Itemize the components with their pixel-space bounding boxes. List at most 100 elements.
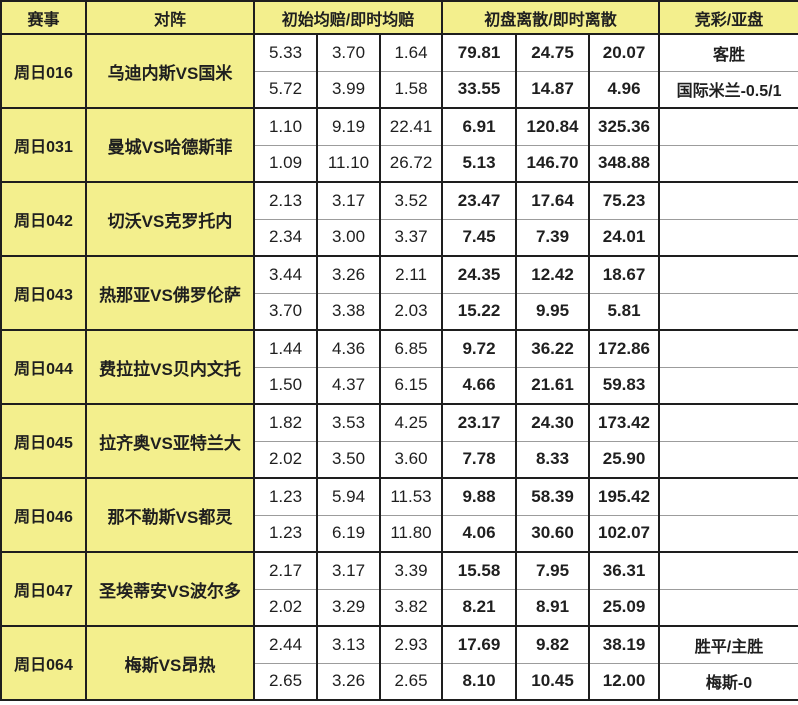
- dispersion-cell: 7.78: [441, 440, 518, 479]
- table-row: 周日046 那不勒斯VS都灵 1.23 5.94 11.53 9.88 58.3…: [0, 477, 798, 553]
- dispersion-cell: 325.36: [588, 107, 661, 146]
- header-dispersion-group: 初盘离散/即时离散: [441, 0, 661, 35]
- jingcai-cell: [658, 477, 798, 516]
- table-row: 2.02 3.50 3.60 7.78 8.33 25.90: [1, 440, 798, 479]
- odds-cell: 3.39: [378, 551, 444, 590]
- odds-cell: 26.72: [378, 144, 444, 183]
- table-row: 5.72 3.99 1.58 33.55 14.87 4.96 国际米兰-0.5…: [1, 70, 798, 109]
- odds-cell: 11.10: [316, 144, 381, 183]
- dispersion-cell: 36.22: [515, 329, 591, 368]
- table-row: 1.50 4.37 6.15 4.66 21.61 59.83: [1, 366, 798, 405]
- odds-cell: 1.64: [378, 33, 444, 72]
- dispersion-cell: 20.07: [588, 33, 661, 72]
- jingcai-cell: 国际米兰-0.5/1: [658, 70, 798, 109]
- odds-cell: 3.29: [316, 588, 381, 627]
- dispersion-cell: 24.01: [588, 218, 661, 257]
- odds-cell: 3.17: [316, 181, 381, 220]
- match-pairing: 梅斯VS昂热: [85, 625, 255, 701]
- odds-cell: 1.10: [253, 107, 318, 146]
- dispersion-cell: 58.39: [515, 477, 591, 516]
- match-pairing: 乌迪内斯VS国米: [85, 33, 255, 109]
- odds-cell: 5.33: [253, 33, 318, 72]
- dispersion-cell: 12.00: [588, 662, 661, 701]
- dispersion-cell: 17.69: [441, 625, 518, 664]
- dispersion-cell: 4.66: [441, 366, 518, 405]
- odds-cell: 3.70: [316, 33, 381, 72]
- dispersion-cell: 14.87: [515, 70, 591, 109]
- odds-cell: 2.65: [378, 662, 444, 701]
- odds-cell: 3.17: [316, 551, 381, 590]
- match-id: 周日045: [0, 403, 87, 479]
- jingcai-cell: [658, 292, 798, 331]
- odds-cell: 2.34: [253, 218, 318, 257]
- dispersion-cell: 5.13: [441, 144, 518, 183]
- odds-cell: 3.37: [378, 218, 444, 257]
- table-row: 周日043 热那亚VS佛罗伦萨 3.44 3.26 2.11 24.35 12.…: [0, 255, 798, 331]
- odds-cell: 1.09: [253, 144, 318, 183]
- dispersion-cell: 9.72: [441, 329, 518, 368]
- odds-cell: 3.26: [316, 255, 381, 294]
- jingcai-cell: [658, 255, 798, 294]
- match-id: 周日042: [0, 181, 87, 257]
- dispersion-cell: 4.06: [441, 514, 518, 553]
- dispersion-cell: 173.42: [588, 403, 661, 442]
- dispersion-cell: 59.83: [588, 366, 661, 405]
- header-match: 赛事: [0, 0, 87, 35]
- dispersion-cell: 17.64: [515, 181, 591, 220]
- match-id: 周日046: [0, 477, 87, 553]
- dispersion-cell: 24.35: [441, 255, 518, 294]
- odds-cell: 3.50: [316, 440, 381, 479]
- match-pairing: 那不勒斯VS都灵: [85, 477, 255, 553]
- odds-cell: 5.94: [316, 477, 381, 516]
- odds-cell: 4.36: [316, 329, 381, 368]
- table-row: 3.70 3.38 2.03 15.22 9.95 5.81: [1, 292, 798, 331]
- odds-cell: 2.93: [378, 625, 444, 664]
- dispersion-cell: 18.67: [588, 255, 661, 294]
- odds-cell: 3.26: [316, 662, 381, 701]
- table-row: 周日031 曼城VS哈德斯菲 1.10 9.19 22.41 6.91 120.…: [0, 107, 798, 183]
- odds-cell: 6.19: [316, 514, 381, 553]
- match-id: 周日031: [0, 107, 87, 183]
- header-odds-group: 初始均赔/即时均赔: [252, 0, 444, 35]
- odds-cell: 9.19: [316, 107, 381, 146]
- odds-cell: 4.25: [378, 403, 444, 442]
- dispersion-cell: 15.22: [441, 292, 518, 331]
- match-id: 周日047: [0, 551, 87, 627]
- dispersion-cell: 8.10: [441, 662, 518, 701]
- odds-cell: 2.17: [253, 551, 318, 590]
- table-row: 周日042 切沃VS克罗托内 2.13 3.17 3.52 23.47 17.6…: [0, 181, 798, 257]
- odds-cell: 1.44: [253, 329, 318, 368]
- odds-cell: 2.11: [378, 255, 444, 294]
- header-row: 赛事 对阵 初始均赔/即时均赔 初盘离散/即时离散 竞彩/亚盘: [0, 0, 798, 35]
- match-pairing: 热那亚VS佛罗伦萨: [85, 255, 255, 331]
- match-id: 周日044: [0, 329, 87, 405]
- odds-cell: 1.23: [253, 477, 318, 516]
- table-row: 2.02 3.29 3.82 8.21 8.91 25.09: [1, 588, 798, 627]
- dispersion-cell: 38.19: [588, 625, 661, 664]
- table-row: 周日047 圣埃蒂安VS波尔多 2.17 3.17 3.39 15.58 7.9…: [0, 551, 798, 627]
- match-pairing: 拉齐奥VS亚特兰大: [85, 403, 255, 479]
- odds-cell: 6.85: [378, 329, 444, 368]
- table-row: 1.23 6.19 11.80 4.06 30.60 102.07: [1, 514, 798, 553]
- table-row: 2.34 3.00 3.37 7.45 7.39 24.01: [1, 218, 798, 257]
- jingcai-cell: [658, 329, 798, 368]
- match-pairing: 费拉拉VS贝内文托: [85, 329, 255, 405]
- jingcai-cell: [658, 218, 798, 257]
- dispersion-cell: 8.33: [515, 440, 591, 479]
- odds-cell: 2.02: [253, 440, 318, 479]
- odds-cell: 5.72: [253, 70, 318, 109]
- jingcai-cell: [658, 551, 798, 590]
- jingcai-cell: 客胜: [658, 33, 798, 72]
- jingcai-cell: 胜平/主胜: [658, 625, 798, 664]
- dispersion-cell: 102.07: [588, 514, 661, 553]
- odds-cell: 2.44: [253, 625, 318, 664]
- match-id: 周日064: [0, 625, 87, 701]
- jingcai-cell: [658, 403, 798, 442]
- dispersion-cell: 25.90: [588, 440, 661, 479]
- odds-cell: 1.82: [253, 403, 318, 442]
- dispersion-cell: 120.84: [515, 107, 591, 146]
- dispersion-cell: 8.21: [441, 588, 518, 627]
- table-row: 周日064 梅斯VS昂热 2.44 3.13 2.93 17.69 9.82 3…: [0, 625, 798, 701]
